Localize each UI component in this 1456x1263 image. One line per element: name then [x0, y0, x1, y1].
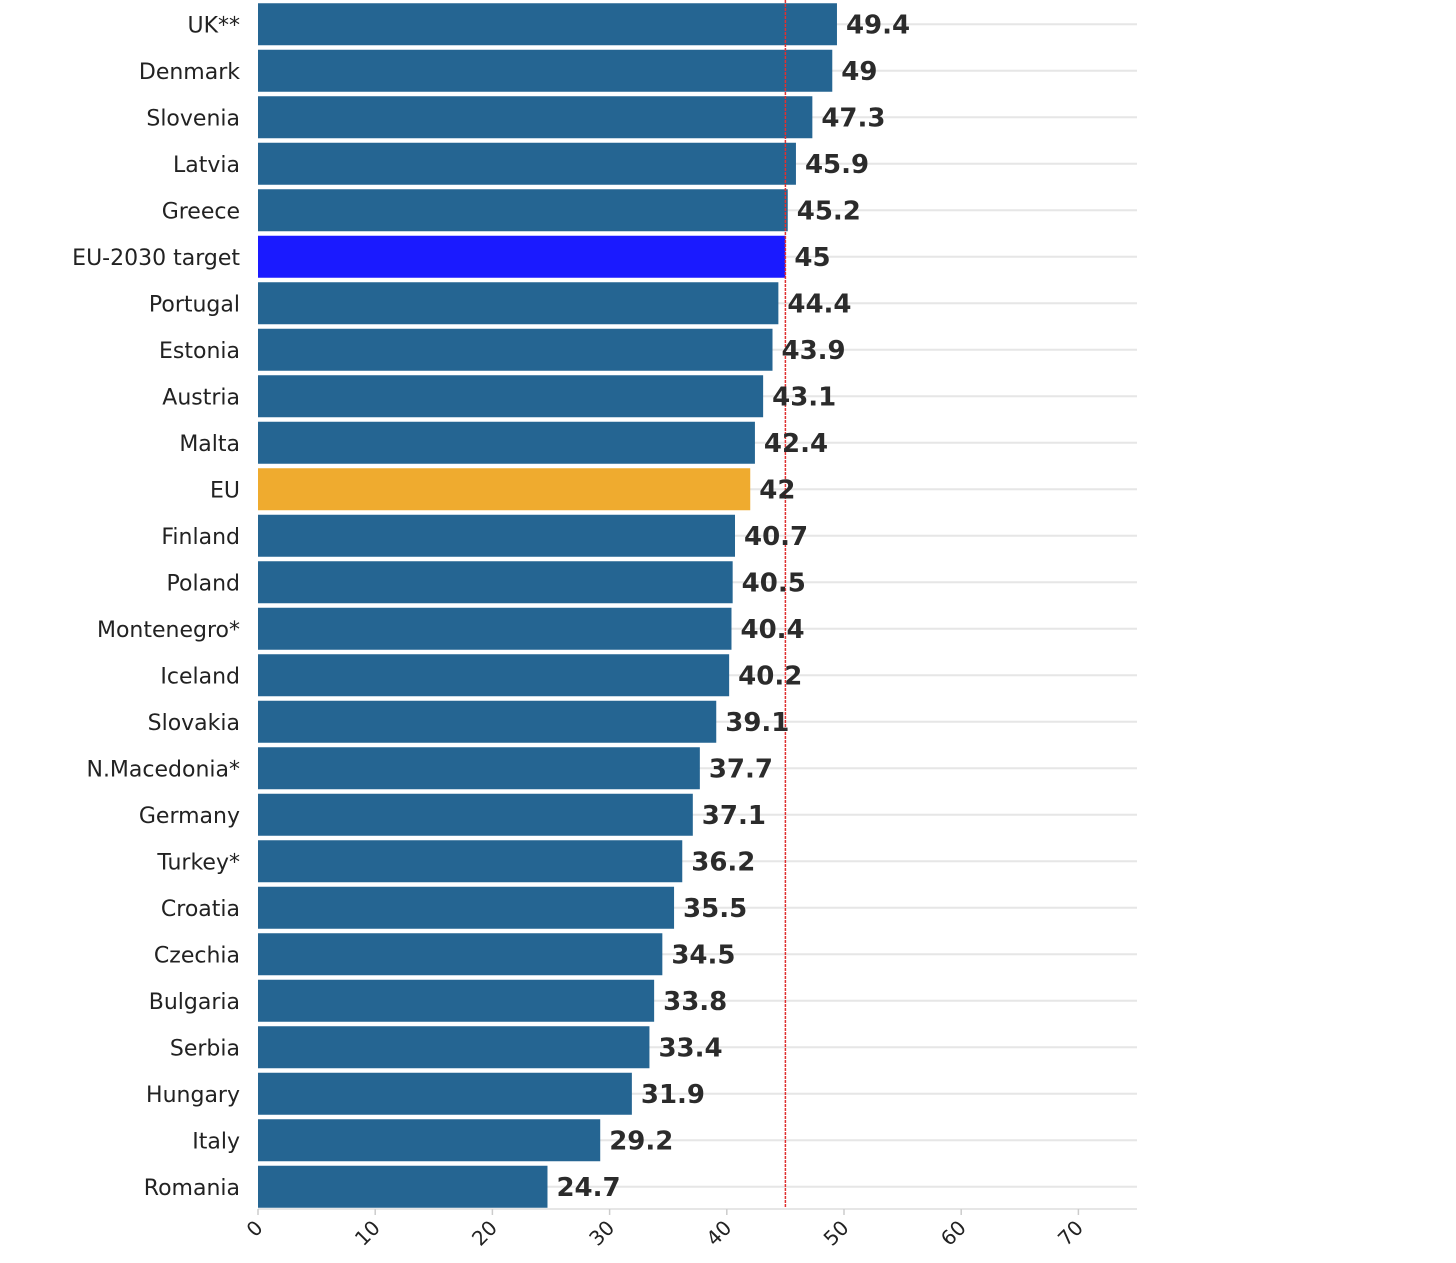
value-label: 29.2	[609, 1126, 673, 1156]
value-label: 33.8	[663, 987, 727, 1017]
bar	[258, 1072, 632, 1115]
x-tick-label: 40	[701, 1216, 736, 1251]
value-label: 42.4	[764, 429, 828, 459]
category-label: Italy	[192, 1129, 240, 1154]
x-tick-label: 60	[936, 1216, 971, 1251]
category-label: Turkey*	[156, 850, 240, 875]
value-label: 44.4	[787, 289, 851, 319]
category-label: Bulgaria	[149, 990, 240, 1015]
bar	[258, 328, 773, 371]
bar	[258, 933, 663, 976]
bar	[258, 654, 730, 697]
x-tick-label: 10	[350, 1216, 385, 1251]
bar	[258, 468, 751, 511]
bar	[258, 375, 764, 418]
value-label: 40.7	[744, 522, 808, 552]
bar	[258, 979, 655, 1022]
category-label: Slovenia	[146, 106, 240, 131]
bar	[258, 840, 683, 883]
bar	[258, 747, 700, 790]
category-label: Serbia	[170, 1036, 240, 1061]
bar	[258, 793, 693, 836]
category-label: Latvia	[173, 153, 240, 178]
x-tick-label: 0	[242, 1216, 268, 1242]
bar	[258, 700, 717, 743]
value-label: 43.1	[772, 382, 836, 412]
bar	[258, 235, 786, 278]
bar	[258, 49, 833, 92]
category-label: Czechia	[154, 943, 240, 968]
value-label: 45.2	[797, 196, 861, 226]
category-label: Hungary	[146, 1083, 240, 1108]
value-label: 49.4	[846, 10, 910, 40]
x-tick-label: 50	[819, 1216, 854, 1251]
bar	[258, 886, 675, 929]
value-label: 37.7	[709, 754, 773, 784]
category-label: Estonia	[159, 339, 240, 364]
category-label: N.Macedonia*	[86, 757, 240, 782]
category-label: Iceland	[160, 664, 240, 689]
bar	[258, 514, 736, 557]
label-layer: UK** 49.4 Denmark 49 Slovenia 47.3 Latvia 45.9 G…	[72, 10, 910, 1203]
value-label: 31.9	[641, 1080, 705, 1110]
value-label: 35.5	[683, 894, 747, 924]
value-label: 42	[759, 475, 795, 505]
bar	[258, 421, 755, 464]
value-label: 40.4	[740, 615, 804, 645]
category-label: Malta	[179, 432, 240, 457]
category-label: UK**	[187, 13, 240, 38]
category-label: Finland	[161, 525, 240, 550]
bar	[258, 561, 733, 604]
category-label: Montenegro*	[97, 618, 240, 643]
x-tick-label: 30	[584, 1216, 619, 1251]
category-label: Portugal	[149, 292, 240, 317]
category-label: Austria	[162, 385, 240, 410]
value-label: 49	[841, 57, 877, 87]
bar	[258, 189, 788, 232]
value-label: 33.4	[658, 1033, 722, 1063]
bar	[258, 1165, 548, 1208]
x-tick-label: 20	[467, 1216, 502, 1251]
value-label: 45.9	[805, 150, 869, 180]
value-label: 39.1	[725, 708, 789, 738]
x-tick-label: 70	[1053, 1216, 1088, 1251]
value-label: 40.5	[742, 568, 806, 598]
bar	[258, 142, 796, 185]
bar	[258, 607, 732, 650]
category-label: Slovakia	[148, 711, 240, 736]
category-label: Germany	[139, 804, 240, 829]
value-label: 34.5	[671, 940, 735, 970]
category-label: Greece	[162, 199, 240, 224]
value-label: 24.7	[556, 1173, 620, 1203]
category-label: Croatia	[161, 897, 240, 922]
bar	[258, 3, 837, 46]
value-label: 36.2	[691, 847, 755, 877]
bar	[258, 96, 813, 139]
category-label: EU	[210, 478, 240, 503]
value-label: 47.3	[821, 103, 885, 133]
category-label: EU-2030 target	[72, 246, 240, 271]
category-label: Romania	[144, 1176, 240, 1201]
bar-layer	[258, 3, 837, 1208]
value-label: 40.2	[738, 661, 802, 691]
value-label: 45	[794, 243, 830, 273]
value-label: 43.9	[782, 336, 846, 366]
bar	[258, 282, 779, 325]
bar	[258, 1026, 650, 1069]
value-label: 37.1	[702, 801, 766, 831]
x-axis: 0 10 20 30 40 50 60 70	[242, 1208, 1137, 1251]
category-label: Denmark	[139, 60, 240, 85]
category-label: Poland	[167, 571, 240, 596]
bar	[258, 1119, 601, 1162]
